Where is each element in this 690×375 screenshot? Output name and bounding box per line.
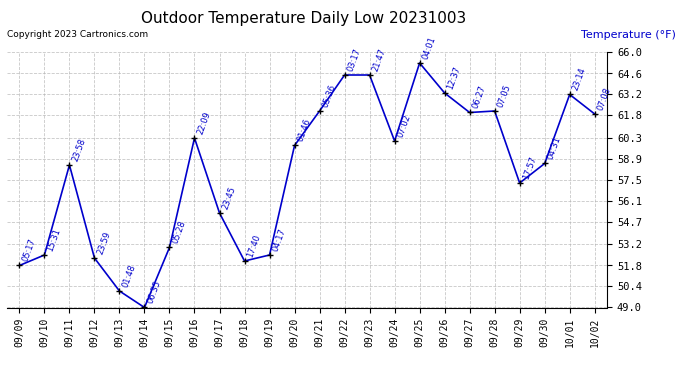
Text: 07:02: 07:02 bbox=[396, 113, 413, 138]
Text: 06:35: 06:35 bbox=[146, 279, 163, 305]
Text: 01:48: 01:48 bbox=[121, 263, 137, 288]
Text: 05:17: 05:17 bbox=[21, 237, 37, 263]
Text: 05:28: 05:28 bbox=[171, 219, 188, 245]
Text: 04:01: 04:01 bbox=[421, 35, 437, 60]
Text: 21:47: 21:47 bbox=[371, 47, 388, 72]
Text: 04:31: 04:31 bbox=[546, 135, 562, 161]
Text: 05:36: 05:36 bbox=[321, 82, 337, 108]
Text: 07:05: 07:05 bbox=[496, 83, 513, 108]
Text: 07:08: 07:08 bbox=[596, 86, 613, 111]
Text: 22:09: 22:09 bbox=[196, 110, 213, 135]
Text: 01:46: 01:46 bbox=[296, 117, 313, 143]
Text: Temperature (°F): Temperature (°F) bbox=[581, 30, 676, 40]
Text: 23:45: 23:45 bbox=[221, 185, 237, 210]
Text: Outdoor Temperature Daily Low 20231003: Outdoor Temperature Daily Low 20231003 bbox=[141, 11, 466, 26]
Text: 04:17: 04:17 bbox=[271, 227, 288, 252]
Text: 17:40: 17:40 bbox=[246, 233, 262, 258]
Text: 12:37: 12:37 bbox=[446, 64, 463, 90]
Text: 15:31: 15:31 bbox=[46, 227, 62, 252]
Text: 06:27: 06:27 bbox=[471, 84, 488, 110]
Text: 03:17: 03:17 bbox=[346, 46, 363, 72]
Text: 17:57: 17:57 bbox=[521, 154, 538, 180]
Text: Copyright 2023 Cartronics.com: Copyright 2023 Cartronics.com bbox=[7, 30, 148, 39]
Text: 23:58: 23:58 bbox=[71, 136, 88, 162]
Text: 23:14: 23:14 bbox=[571, 66, 588, 92]
Text: 23:59: 23:59 bbox=[96, 230, 112, 255]
